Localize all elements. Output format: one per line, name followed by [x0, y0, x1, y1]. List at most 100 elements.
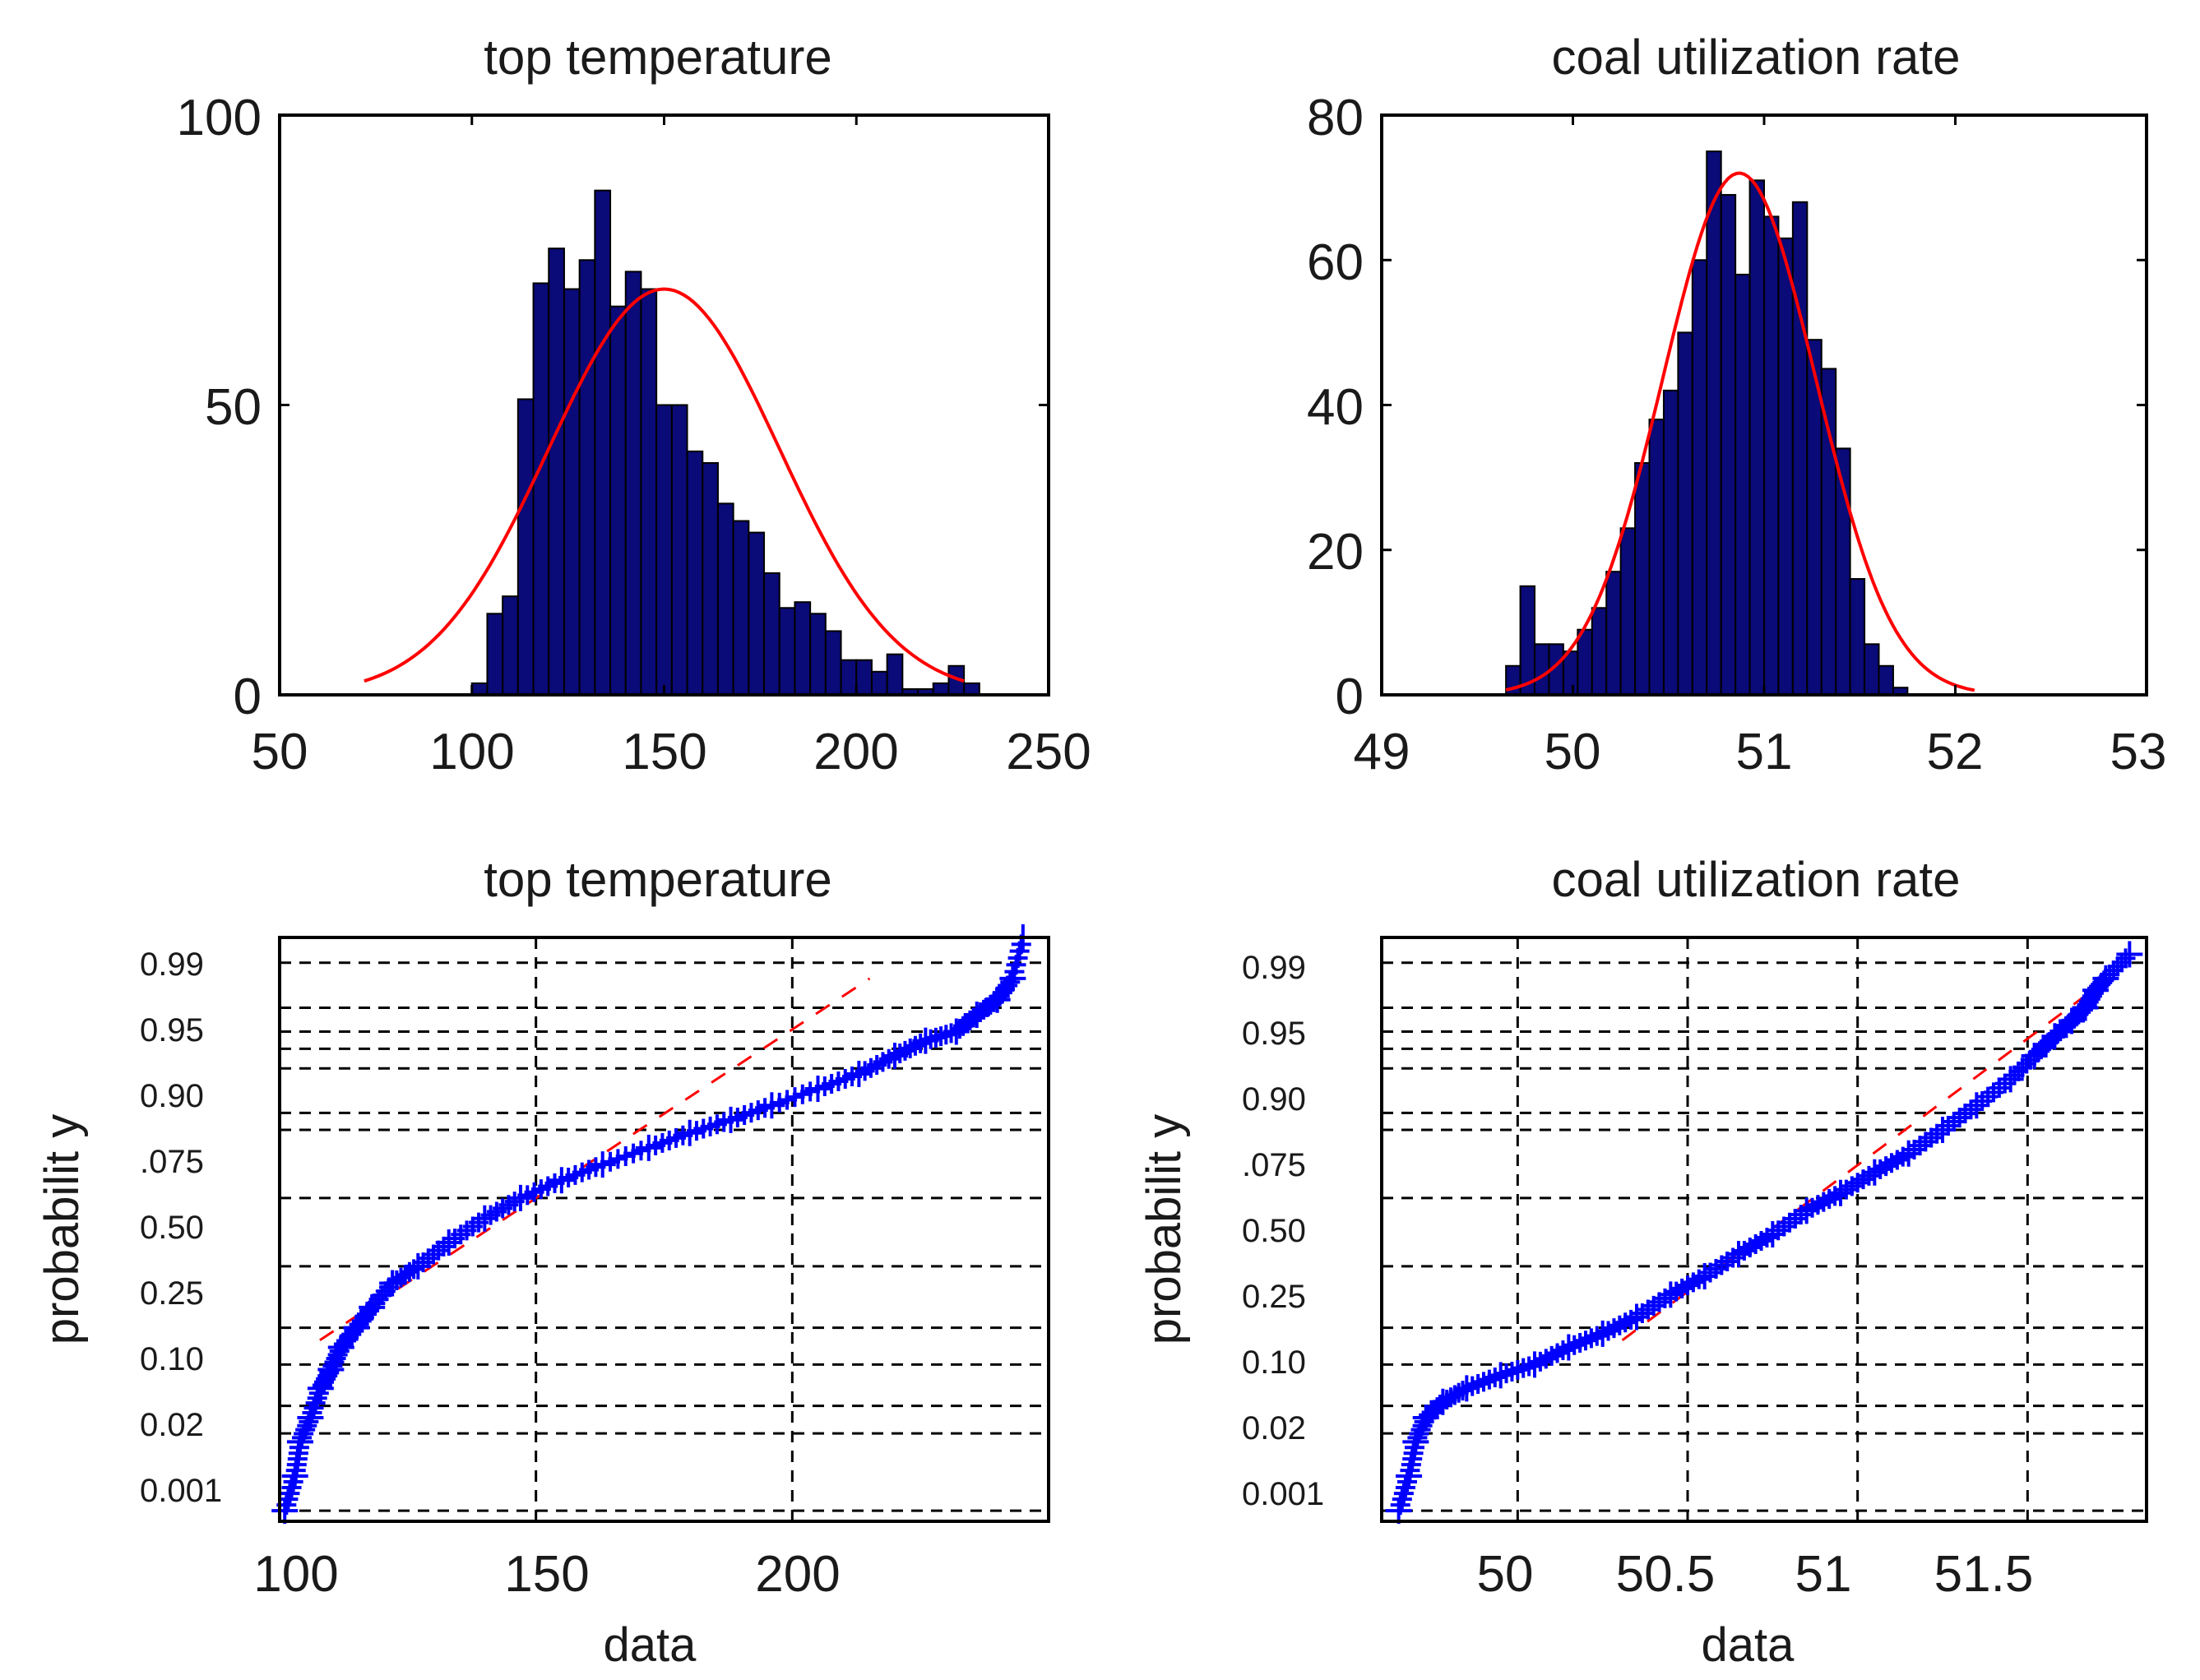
data-point-marker — [635, 1134, 662, 1161]
plot-frame — [1380, 936, 2148, 1523]
data-point-marker — [1827, 1179, 1854, 1206]
data-point-marker — [548, 1167, 575, 1194]
histogram-bar — [1677, 331, 1693, 696]
histogram-bar — [778, 607, 796, 696]
histogram-bar — [1562, 650, 1579, 696]
histogram-bar — [963, 682, 980, 697]
histogram-bar — [1735, 273, 1751, 696]
reference-line — [319, 977, 871, 1342]
x-tick-label: 50 — [1477, 1546, 1534, 1603]
data-point-marker — [999, 965, 1026, 992]
data-markers — [1385, 941, 2143, 1525]
histogram-bar — [1634, 462, 1651, 696]
histogram-bar — [1577, 628, 1593, 696]
histogram-bar — [563, 288, 581, 696]
axis-ticks — [278, 113, 1050, 697]
data-markers — [271, 924, 1036, 1525]
y-axis-tick-labels: 100 50 0 — [177, 90, 262, 725]
data-point-marker — [804, 1076, 831, 1103]
data-point-marker — [271, 1497, 299, 1525]
data-point-marker — [1691, 1262, 1718, 1289]
histogram-bar — [1534, 643, 1550, 696]
x-tick-label: 50.5 — [1616, 1546, 1716, 1603]
histogram-bar — [502, 595, 519, 697]
y-tick-label: 0.50 — [1242, 1213, 1306, 1249]
x-tick-label: 200 — [813, 724, 898, 780]
grid-lines — [278, 937, 1049, 1521]
histogram-bar — [655, 404, 673, 696]
grid-lines — [1382, 937, 2147, 1521]
histogram-bar — [548, 248, 565, 696]
data-point-marker — [1929, 1116, 1956, 1143]
histogram-bar — [1706, 150, 1722, 696]
chart-title: coal utilization rate — [1552, 30, 1961, 85]
histogram-bar — [763, 572, 780, 697]
histogram-bar — [1748, 179, 1765, 696]
y-tick-label: 0.001 — [1242, 1476, 1324, 1512]
x-tick-label: 50 — [1545, 724, 1601, 780]
x-axis-label: data — [1702, 1618, 1795, 1672]
histogram-bar — [1605, 571, 1622, 696]
data-point-marker — [1895, 1140, 1922, 1167]
x-tick-label: 200 — [755, 1546, 840, 1603]
histogram-bar — [886, 653, 904, 697]
x-tick-label: 50 — [252, 724, 308, 780]
histogram-bar — [716, 502, 734, 696]
y-tick-label: 80 — [1307, 90, 1364, 146]
histogram-bar — [532, 282, 550, 696]
data-point-marker — [1000, 972, 1021, 993]
histogram-bar — [870, 670, 888, 696]
histogram-bar — [686, 450, 704, 697]
panel-coal-utilization-histogram: coal utilization rate 80 60 40 20 0 49 5… — [1307, 30, 2166, 780]
histogram-bar — [824, 630, 842, 697]
histogram-bar — [1777, 237, 1794, 696]
x-tick-label: 250 — [1006, 724, 1091, 780]
histogram-bar — [809, 613, 827, 696]
data-point-marker — [676, 1119, 703, 1146]
chart-title: top temperature — [484, 30, 832, 85]
x-tick-label: 49 — [1354, 724, 1410, 780]
x-axis-tick-labels: 50 50.5 51 51.5 — [1477, 1546, 2034, 1603]
histogram-bar — [932, 682, 950, 697]
y-axis-tick-labels: 0.99 0.95 0.90 .075 0.50 0.25 0.10 0.02 … — [1242, 950, 1324, 1512]
y-tick-label: 60 — [1307, 234, 1364, 291]
data-point-marker — [984, 986, 1011, 1013]
y-axis-label: probabilit y — [35, 1114, 89, 1344]
y-axis-label: probabilit y — [1137, 1114, 1191, 1344]
panel-top-temperature-histogram: top temperature 100 50 0 50 100 150 200 … — [177, 30, 1091, 780]
histogram-bar — [702, 462, 719, 696]
y-tick-label: 20 — [1307, 524, 1364, 581]
panel-coal-utilization-probability: coal utilization rate 0.99 0.95 0.90 .07… — [1137, 852, 2148, 1672]
histogram-bar — [609, 305, 627, 696]
histogram-bar — [624, 271, 642, 697]
x-tick-label: 100 — [253, 1546, 338, 1603]
chart-title: top temperature — [484, 852, 832, 907]
histogram-bar — [470, 682, 489, 697]
y-tick-label: 0.95 — [1242, 1016, 1306, 1052]
histogram-bar — [732, 520, 750, 696]
normal-fit-curve — [1505, 171, 1975, 692]
y-tick-label: 40 — [1307, 379, 1364, 436]
y-tick-label: 0 — [1336, 669, 1364, 725]
x-axis-tick-labels: 50 100 150 200 250 — [252, 724, 1091, 780]
histogram-bar — [640, 288, 658, 696]
y-tick-label: 100 — [177, 90, 262, 146]
histogram-bar — [486, 613, 504, 696]
histogram-bars — [1505, 150, 1909, 696]
data-point-marker — [1385, 1497, 1412, 1525]
panel-top-temperature-probability: top temperature 0.99 0.95 0.90 .075 0.50… — [35, 852, 1050, 1672]
chart-title: coal utilization rate — [1552, 852, 1961, 907]
histogram-bar — [1662, 389, 1679, 696]
histogram-bar — [1691, 259, 1708, 696]
data-point-marker — [1589, 1320, 1616, 1347]
histogram-bar — [840, 659, 858, 697]
histogram-bar — [1763, 215, 1780, 696]
y-tick-label: 0 — [234, 669, 262, 725]
data-point-marker — [305, 1393, 326, 1414]
y-tick-label: 0.10 — [140, 1341, 204, 1377]
histogram-bar — [578, 259, 596, 696]
histogram-bar — [1849, 578, 1866, 696]
histogram-bar — [594, 189, 612, 696]
x-tick-label: 150 — [504, 1546, 589, 1603]
histogram-bar — [1791, 201, 1809, 696]
